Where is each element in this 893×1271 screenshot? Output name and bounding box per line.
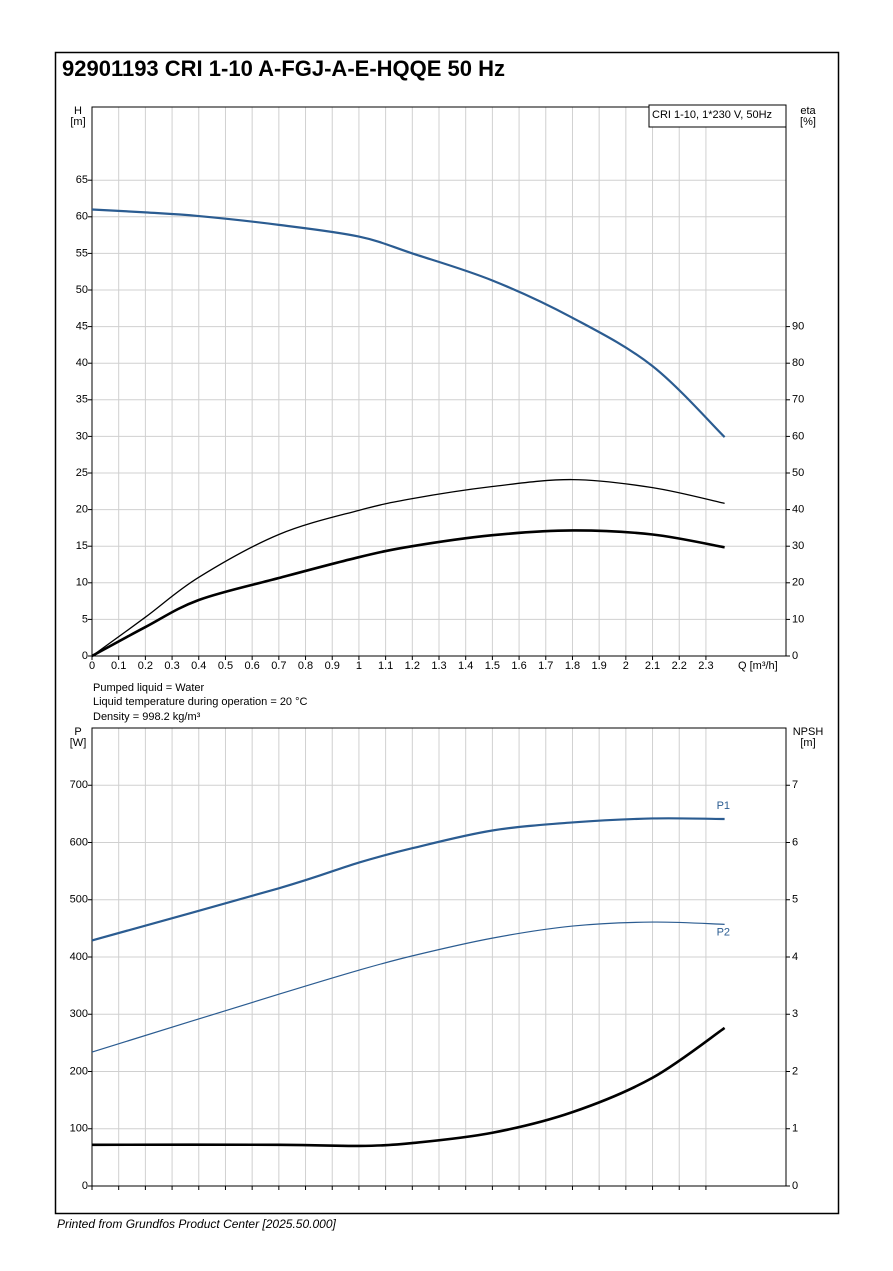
y-axis-label: P xyxy=(74,726,81,738)
legend-box xyxy=(648,104,787,128)
x-tick-label: 2 xyxy=(623,660,629,672)
curve xyxy=(91,529,725,658)
y-tick-label: 0 xyxy=(82,650,88,662)
y-tick-label: 0 xyxy=(82,1180,88,1192)
y2-axis-label: NPSH xyxy=(793,726,824,738)
note: Density = 998.2 kg/m³ xyxy=(93,711,201,723)
x-tick-label: 1.4 xyxy=(458,660,473,672)
series-label: P2 xyxy=(717,926,730,938)
y-tick-label: 30 xyxy=(76,430,88,442)
y2-axis-label: [m] xyxy=(800,737,815,749)
y-tick-label: 5 xyxy=(82,613,88,625)
y2-tick-label: 3 xyxy=(792,1008,798,1020)
series-label: P1 xyxy=(717,800,730,812)
y2-tick-label: 80 xyxy=(792,357,804,369)
x-tick-label: 1.6 xyxy=(511,660,526,672)
y-tick-label: 200 xyxy=(70,1065,88,1077)
legend-text: CRI 1-10, 1*230 V, 50Hz xyxy=(652,109,772,121)
y2-axis-label: [%] xyxy=(800,116,816,128)
x-tick-label: 1.7 xyxy=(538,660,553,672)
y-axis-label: [m] xyxy=(70,116,85,128)
x-tick-label: 1.1 xyxy=(378,660,393,672)
y-tick-label: 500 xyxy=(70,894,88,906)
y2-tick-label: 0 xyxy=(792,1180,798,1192)
y2-tick-label: 6 xyxy=(792,836,798,848)
y-tick-label: 20 xyxy=(76,504,88,516)
x-tick-label: 0.5 xyxy=(218,660,233,672)
y-tick-label: 300 xyxy=(70,1008,88,1020)
x-tick-label: 1.5 xyxy=(485,660,500,672)
x-tick-label: 2.3 xyxy=(698,660,713,672)
y-axis-label: H xyxy=(74,105,82,117)
curve xyxy=(91,208,726,438)
plot-frame xyxy=(91,727,787,1187)
plot-frame xyxy=(91,106,787,657)
curve xyxy=(91,921,725,1053)
y2-axis-label: eta xyxy=(800,105,816,117)
y-tick-label: 100 xyxy=(70,1123,88,1135)
y-tick-label: 60 xyxy=(76,211,88,223)
x-tick-label: 0.6 xyxy=(245,660,260,672)
y2-tick-label: 1 xyxy=(792,1123,798,1135)
y-tick-label: 600 xyxy=(70,836,88,848)
y2-tick-label: 40 xyxy=(792,504,804,516)
y2-tick-label: 7 xyxy=(792,779,798,791)
x-tick-label: 0 xyxy=(89,660,95,672)
y-tick-label: 15 xyxy=(76,540,88,552)
x-tick-label: 0.8 xyxy=(298,660,313,672)
x-tick-label: 0.9 xyxy=(325,660,340,672)
x-tick-label: 2.2 xyxy=(672,660,687,672)
x-tick-label: 0.4 xyxy=(191,660,206,672)
y2-tick-label: 60 xyxy=(792,430,804,442)
x-tick-label: 1.9 xyxy=(592,660,607,672)
x-tick-label: 0.2 xyxy=(138,660,153,672)
x-tick-label: 1.8 xyxy=(565,660,580,672)
x-tick-label: 1.2 xyxy=(405,660,420,672)
curve xyxy=(91,1026,726,1148)
y-tick-label: 400 xyxy=(70,951,88,963)
y2-tick-label: 5 xyxy=(792,894,798,906)
y2-tick-label: 4 xyxy=(792,951,798,963)
y-tick-label: 40 xyxy=(76,357,88,369)
y2-tick-label: 70 xyxy=(792,394,804,406)
page-title: 92901193 CRI 1-10 A-FGJ-A-E-HQQE 50 Hz xyxy=(62,56,505,81)
y-tick-label: 55 xyxy=(76,247,88,259)
y-tick-label: 45 xyxy=(76,321,88,333)
y2-tick-label: 0 xyxy=(792,650,798,662)
y-tick-label: 35 xyxy=(76,394,88,406)
y-tick-label: 25 xyxy=(76,467,88,479)
y2-tick-label: 30 xyxy=(792,540,804,552)
y-tick-label: 65 xyxy=(76,174,88,186)
y-axis-label: [W] xyxy=(70,737,87,749)
y2-tick-label: 20 xyxy=(792,577,804,589)
note: Liquid temperature during operation = 20… xyxy=(93,696,308,708)
x-tick-label: 1 xyxy=(356,660,362,672)
y2-tick-label: 50 xyxy=(792,467,804,479)
x-tick-label: 0.7 xyxy=(271,660,286,672)
x-tick-label: 0.1 xyxy=(111,660,126,672)
y2-tick-label: 90 xyxy=(792,321,804,333)
sheet-border xyxy=(54,51,840,1215)
x-tick-label: 0.3 xyxy=(164,660,179,672)
curve xyxy=(91,478,725,657)
y-tick-label: 50 xyxy=(76,284,88,296)
x-tick-label: 1.3 xyxy=(431,660,446,672)
curve xyxy=(91,817,725,942)
x-tick-label: 2.1 xyxy=(645,660,660,672)
y-tick-label: 10 xyxy=(76,577,88,589)
y2-tick-label: 10 xyxy=(792,613,804,625)
note: Pumped liquid = Water xyxy=(93,682,205,694)
y-tick-label: 700 xyxy=(70,779,88,791)
x-axis-label: Q [m³/h] xyxy=(738,660,778,672)
footer: Printed from Grundfos Product Center [20… xyxy=(57,1217,336,1231)
y2-tick-label: 2 xyxy=(792,1065,798,1077)
